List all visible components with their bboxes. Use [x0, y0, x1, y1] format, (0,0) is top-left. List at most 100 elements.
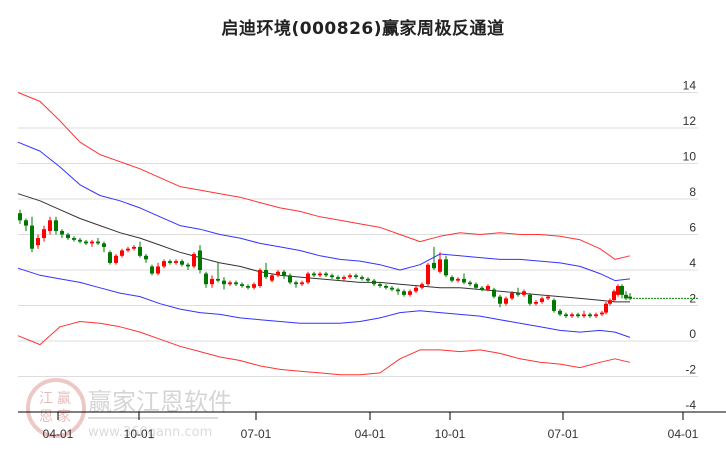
candle-body — [282, 271, 286, 276]
candle-body — [126, 248, 130, 251]
candle — [582, 310, 586, 318]
candle — [114, 254, 118, 265]
candle — [30, 216, 34, 253]
candle-body — [390, 287, 394, 290]
candle — [204, 271, 208, 288]
candle — [78, 238, 82, 244]
candle — [624, 291, 628, 301]
candle — [408, 289, 412, 297]
candle-body — [294, 282, 298, 285]
candle — [294, 280, 298, 288]
x-tick-label: 10-01 — [124, 427, 155, 441]
candle — [342, 275, 346, 281]
candle — [444, 255, 448, 278]
candle-body — [608, 300, 612, 304]
watermark-url: www.360gann.com — [88, 425, 212, 440]
candle — [24, 218, 28, 231]
candle — [558, 309, 562, 317]
line-inner_upper — [17, 141, 631, 282]
candle — [156, 262, 160, 276]
candle — [186, 262, 190, 270]
candle — [540, 296, 544, 304]
candle-body — [228, 282, 232, 285]
candle — [522, 289, 526, 297]
candle — [414, 285, 418, 294]
candle-body — [324, 273, 328, 276]
watermark-brand: 赢家江恩软件 — [88, 388, 232, 416]
candle-body — [252, 284, 256, 288]
candle-body — [18, 213, 22, 221]
candle — [456, 277, 460, 283]
candle-body — [354, 275, 358, 278]
candle — [270, 273, 274, 283]
y-tick-label: 4 — [689, 256, 696, 270]
candle — [378, 282, 382, 288]
y-tick-label: -2 — [685, 363, 696, 377]
candle-body — [474, 284, 478, 288]
candle-body — [342, 277, 346, 279]
candle-body — [258, 270, 262, 286]
line-outer_lower — [17, 321, 631, 376]
candle — [276, 270, 280, 278]
x-tick-label: 07-01 — [241, 427, 272, 441]
candle-body — [468, 282, 472, 285]
candle-body — [510, 293, 514, 299]
candle-body — [222, 280, 226, 285]
candle-body — [66, 234, 70, 239]
candle — [108, 250, 112, 265]
candle — [330, 273, 334, 279]
candle-body — [192, 254, 196, 267]
candle — [372, 278, 376, 286]
watermark-seal-char: 恩 — [39, 409, 53, 425]
candle-body — [162, 261, 166, 267]
candle — [288, 273, 292, 285]
watermark-seal-char: 家 — [57, 408, 71, 425]
candle-body — [360, 277, 364, 279]
candle — [438, 252, 442, 274]
candle — [96, 238, 100, 246]
candle-body — [504, 298, 508, 304]
x-axis: 04-01 10-01 07-01 04-01 10-01 07-01 04-01 — [18, 411, 726, 441]
candle-body — [270, 275, 274, 281]
candle-body — [234, 282, 238, 285]
candle-body — [576, 314, 580, 317]
candle-body — [174, 261, 178, 263]
candle-body — [384, 285, 388, 288]
y-tick-label: 0 — [689, 327, 696, 341]
grid-lines — [18, 92, 698, 377]
candle — [396, 287, 400, 295]
candle — [180, 259, 184, 267]
candle-body — [48, 220, 52, 231]
candle-body — [462, 278, 466, 283]
candle-body — [168, 261, 172, 263]
candle-body — [564, 314, 568, 317]
candle — [498, 294, 502, 308]
candle — [612, 289, 616, 302]
candle-body — [336, 277, 340, 279]
candle-body — [72, 238, 76, 240]
candle — [420, 282, 424, 290]
candle-body — [42, 229, 46, 239]
candle-body — [372, 280, 376, 285]
candle-body — [450, 277, 454, 281]
candle — [354, 273, 358, 279]
candle — [162, 259, 166, 269]
candle-body — [528, 294, 532, 304]
candle — [66, 232, 70, 240]
candle — [42, 225, 46, 242]
watermark-seal-chars: 江赢恩家 — [39, 390, 71, 425]
candle-body — [78, 239, 82, 242]
candle — [516, 287, 520, 297]
candle — [570, 312, 574, 318]
candle-body — [420, 284, 424, 288]
candle — [132, 245, 136, 251]
candle — [312, 271, 316, 278]
candle — [258, 268, 262, 288]
candle-body — [498, 296, 502, 304]
candle — [366, 277, 370, 283]
watermark: 江赢恩家 赢家江恩软件 www.360gann.com — [26, 378, 232, 440]
line-outer_upper — [17, 92, 631, 260]
candle-body — [60, 230, 64, 235]
candle — [552, 298, 556, 313]
